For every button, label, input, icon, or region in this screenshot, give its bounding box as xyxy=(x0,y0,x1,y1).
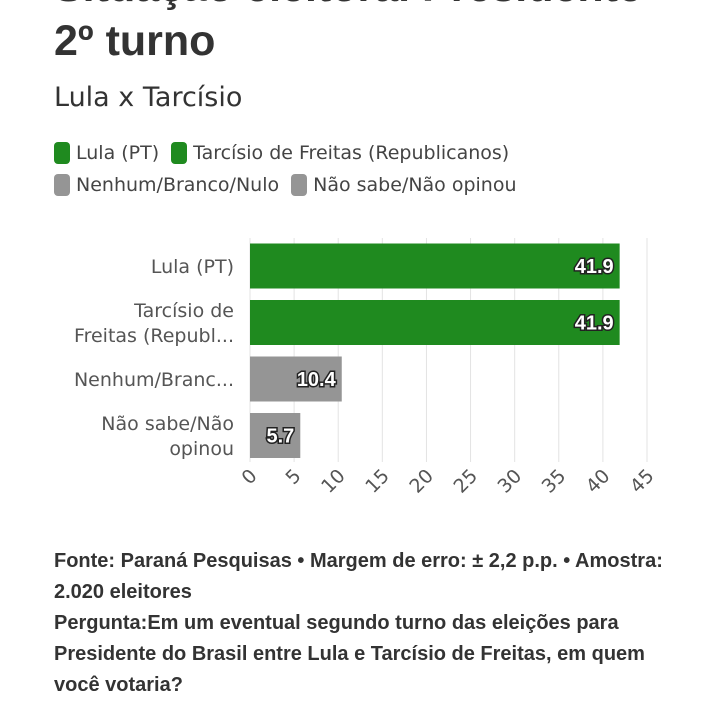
legend-label-nao-sabe: Não sabe/Não opinou xyxy=(313,174,517,196)
x-tick-label-20: 20 xyxy=(405,465,438,498)
bar-3 xyxy=(250,413,301,458)
bar-2 xyxy=(250,356,342,402)
legend-swatch-nao-sabe xyxy=(291,174,308,196)
legend-label-tarcisio: Tarcísio de Freitas (Republicanos) xyxy=(193,142,510,164)
bar-value-label-0: 41.9 xyxy=(575,256,614,278)
category-label-2-0: Nenhum/Branc... xyxy=(74,369,234,391)
legend-row-2: Nenhum/Branco/Nulo Não sabe/Não opinou xyxy=(54,174,529,196)
footnote-source: Fonte: Paraná Pesquisas • Margem de erro… xyxy=(54,550,663,603)
legend-item-lula: Lula (PT) xyxy=(54,142,159,164)
chart-title: Situação eleitoral Presidente - 2º turno xyxy=(54,0,668,65)
legend-swatch-lula xyxy=(54,142,70,164)
bar-value-label-3: 5.7 xyxy=(266,426,294,448)
x-tick-label-0: 0 xyxy=(237,465,261,489)
category-label-1-0: Tarcísio de xyxy=(133,300,234,322)
legend-row-1: Lula (PT) Tarcísio de Freitas (Republica… xyxy=(54,142,521,164)
x-tick-label-5: 5 xyxy=(282,465,306,489)
title-area: Situação eleitoral Presidente - 2º turno xyxy=(0,0,720,70)
x-tick-label-40: 40 xyxy=(582,465,615,498)
x-tick-label-45: 45 xyxy=(626,465,659,498)
legend-item-nao-sabe: Não sabe/Não opinou xyxy=(291,174,517,196)
legend-swatch-tarcisio xyxy=(171,142,188,164)
bar-0 xyxy=(250,243,620,289)
x-tick-label-10: 10 xyxy=(317,465,350,498)
x-tick-label-15: 15 xyxy=(361,465,394,498)
category-label-3-0: Não sabe/Não xyxy=(101,413,234,435)
footnote-question: Pergunta:Em um eventual segundo turno da… xyxy=(54,612,645,696)
category-label-3-1: opinou xyxy=(169,438,234,460)
legend-label-lula: Lula (PT) xyxy=(76,142,160,164)
x-tick-label-35: 35 xyxy=(538,465,571,498)
bar-chart: 0 5 10 15 20 25 30 35 40 45 41.9 Lula (PT) 41.9 Tarcí… xyxy=(74,238,659,498)
bar-value-label-1: 41.9 xyxy=(575,313,614,335)
legend-swatch-nenhum xyxy=(54,174,70,196)
category-label-1-1: Freitas (Republ... xyxy=(74,325,234,347)
x-tick-label-30: 30 xyxy=(494,465,527,498)
legend-label-nenhum: Nenhum/Branco/Nulo xyxy=(76,174,280,196)
footnote: Fonte: Paraná Pesquisas • Margem de erro… xyxy=(54,546,684,701)
legend-item-tarcisio: Tarcísio de Freitas (Republicanos) xyxy=(171,142,509,164)
bar-1 xyxy=(250,300,620,345)
bar-value-label-2: 10.4 xyxy=(297,369,337,391)
legend-item-nenhum: Nenhum/Branco/Nulo xyxy=(54,174,279,196)
x-tick-label-25: 25 xyxy=(449,465,482,498)
category-label-0-0: Lula (PT) xyxy=(151,256,234,278)
chart-subtitle: Lula x Tarcísio xyxy=(54,82,243,113)
